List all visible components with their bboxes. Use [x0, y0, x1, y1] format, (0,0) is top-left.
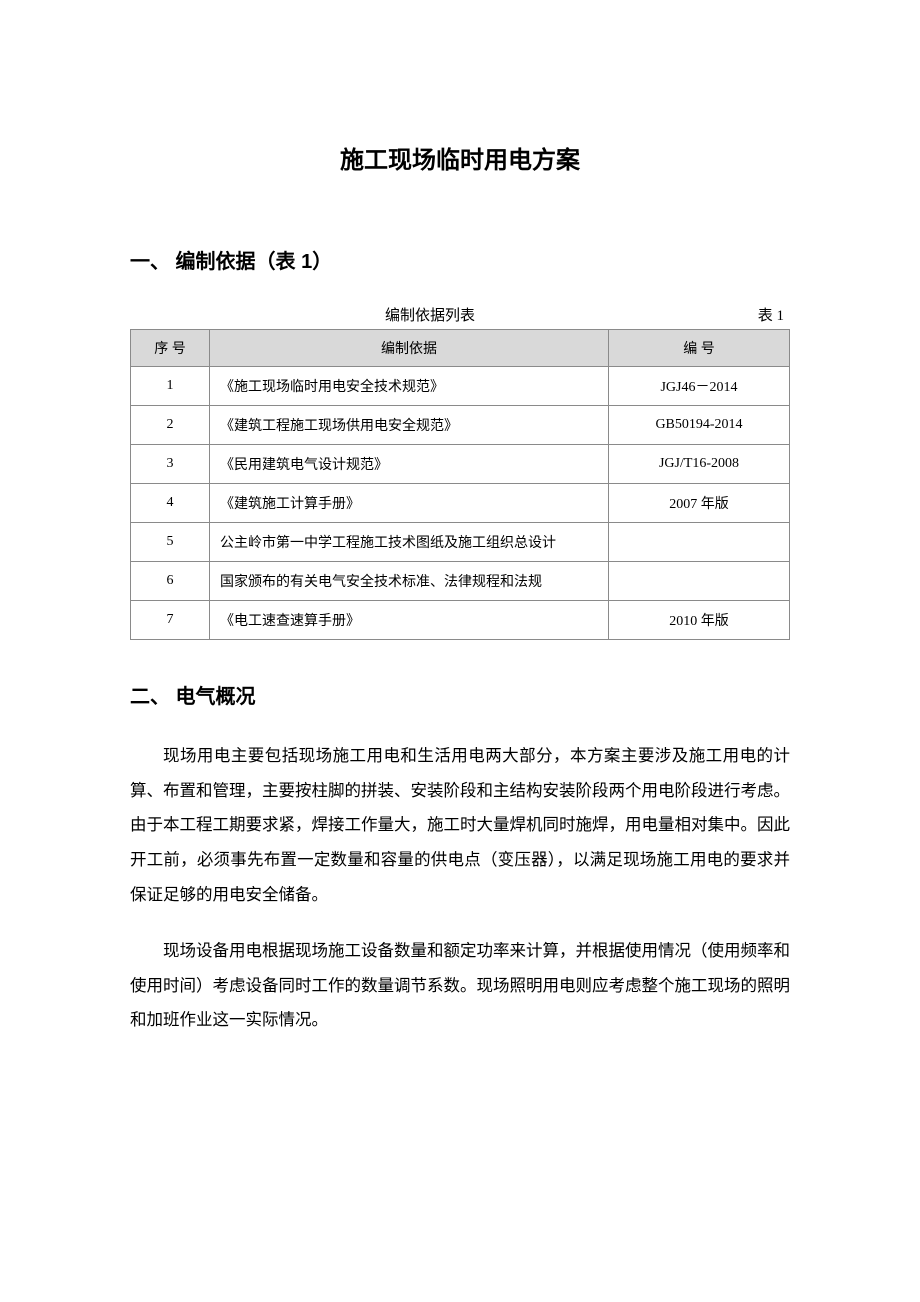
cell-basis: 《民用建筑电气设计规范》 — [210, 445, 609, 484]
cell-code: GB50194-2014 — [609, 406, 790, 445]
cell-basis: 《电工速查速算手册》 — [210, 601, 609, 640]
cell-seq: 2 — [131, 406, 210, 445]
cell-code — [609, 562, 790, 601]
table-row: 6 国家颁布的有关电气安全技术标准、法律规程和法规 — [131, 562, 790, 601]
cell-code: 2007 年版 — [609, 484, 790, 523]
cell-seq: 4 — [131, 484, 210, 523]
cell-basis: 《建筑施工计算手册》 — [210, 484, 609, 523]
paragraph: 现场设备用电根据现场施工设备数量和额定功率来计算，并根据使用情况（使用频率和使用… — [130, 934, 790, 1038]
table-caption-center: 编制依据列表 — [136, 304, 724, 325]
cell-code — [609, 523, 790, 562]
table-row: 3 《民用建筑电气设计规范》 JGJ/T16-2008 — [131, 445, 790, 484]
cell-seq: 6 — [131, 562, 210, 601]
table-row: 4 《建筑施工计算手册》 2007 年版 — [131, 484, 790, 523]
table-row: 7 《电工速查速算手册》 2010 年版 — [131, 601, 790, 640]
cell-basis: 《施工现场临时用电安全技术规范》 — [210, 367, 609, 406]
cell-seq: 3 — [131, 445, 210, 484]
table-row: 5 公主岭市第一中学工程施工技术图纸及施工组织总设计 — [131, 523, 790, 562]
cell-basis: 国家颁布的有关电气安全技术标准、法律规程和法规 — [210, 562, 609, 601]
document-title: 施工现场临时用电方案 — [130, 140, 790, 175]
cell-code: JGJ46－2014 — [609, 367, 790, 406]
cell-seq: 1 — [131, 367, 210, 406]
table-row: 1 《施工现场临时用电安全技术规范》 JGJ46－2014 — [131, 367, 790, 406]
cell-code: 2010 年版 — [609, 601, 790, 640]
table-caption-row: 编制依据列表 表 1 — [130, 304, 790, 329]
col-header-code: 编 号 — [609, 330, 790, 367]
section-1-heading: 一、 编制依据（表 1） — [130, 245, 790, 274]
table-row: 2 《建筑工程施工现场供用电安全规范》 GB50194-2014 — [131, 406, 790, 445]
col-header-seq: 序 号 — [131, 330, 210, 367]
cell-basis: 公主岭市第一中学工程施工技术图纸及施工组织总设计 — [210, 523, 609, 562]
cell-code: JGJ/T16-2008 — [609, 445, 790, 484]
paragraph: 现场用电主要包括现场施工用电和生活用电两大部分，本方案主要涉及施工用电的计算、布… — [130, 739, 790, 912]
cell-basis: 《建筑工程施工现场供用电安全规范》 — [210, 406, 609, 445]
basis-table: 序 号 编制依据 编 号 1 《施工现场临时用电安全技术规范》 JGJ46－20… — [130, 329, 790, 640]
document-page: 施工现场临时用电方案 一、 编制依据（表 1） 编制依据列表 表 1 序 号 编… — [0, 0, 920, 1098]
section-2-heading: 二、 电气概况 — [130, 680, 790, 709]
col-header-basis: 编制依据 — [210, 330, 609, 367]
cell-seq: 7 — [131, 601, 210, 640]
cell-seq: 5 — [131, 523, 210, 562]
table-caption-right: 表 1 — [724, 304, 784, 325]
table-header-row: 序 号 编制依据 编 号 — [131, 330, 790, 367]
